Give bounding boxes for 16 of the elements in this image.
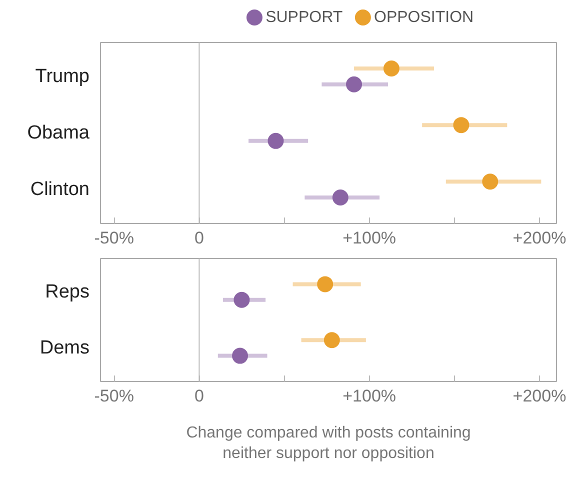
y-tick-label: Dems	[40, 337, 90, 358]
legend-label: OPPOSITION	[374, 9, 474, 26]
y-tick-label: Clinton	[30, 179, 90, 200]
x-tick-label: -50%	[94, 228, 134, 248]
y-tick-label: Trump	[35, 66, 90, 87]
y-tick-label: Obama	[27, 122, 90, 144]
x-tick-label: 0	[194, 386, 204, 406]
y-tick-label: Reps	[45, 282, 90, 303]
x-tick-label: 0	[194, 228, 204, 248]
x-tick-label: +100%	[342, 386, 396, 406]
x-tick-label: +200%	[512, 228, 566, 248]
x-tick-label: +200%	[512, 386, 566, 406]
x-tick-label: -50%	[94, 386, 134, 406]
legend-label: SUPPORT	[266, 9, 343, 26]
x-tick-label: +100%	[342, 228, 396, 248]
x-axis-title: Change compared with posts containing neither support nor opposition	[186, 424, 471, 462]
